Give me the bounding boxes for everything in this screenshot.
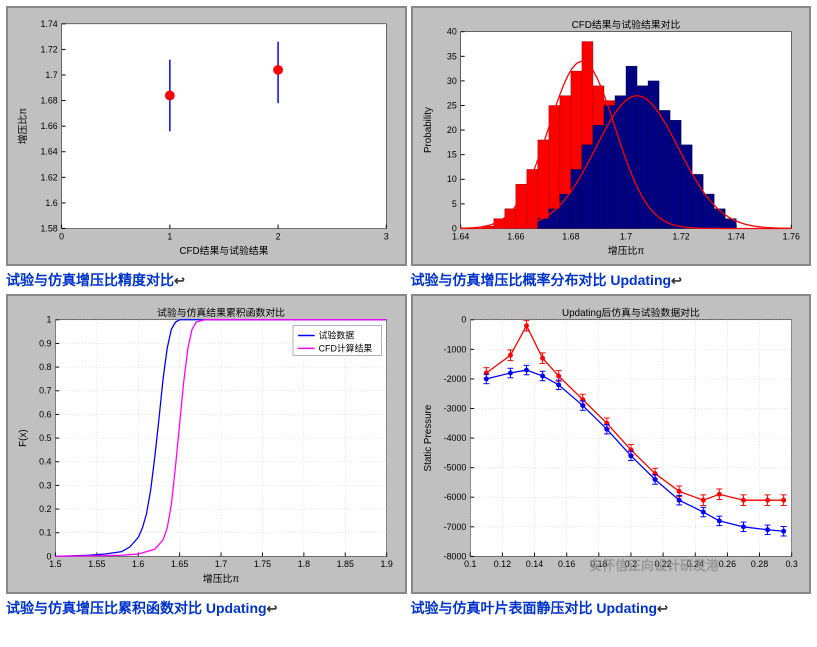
svg-text:-4000: -4000: [443, 433, 466, 443]
svg-text:30: 30: [446, 76, 456, 86]
cell-3: 1.51.551.61.651.71.751.81.851.900.10.20.…: [6, 294, 407, 618]
svg-text:CFD结果与试验结果: CFD结果与试验结果: [179, 244, 268, 257]
caption-4: 试验与仿真叶片表面静压对比 Updating↩: [411, 598, 812, 618]
watermark: 安怀信正向设计研发港: [589, 555, 719, 574]
svg-text:增压比π: 增压比π: [16, 108, 29, 144]
chart-3: 1.51.551.61.651.71.751.81.851.900.10.20.…: [6, 294, 407, 594]
svg-text:3: 3: [384, 231, 389, 241]
svg-text:-3000: -3000: [443, 403, 466, 413]
svg-text:35: 35: [446, 51, 456, 61]
svg-text:试验与仿真结果累积函数对比: 试验与仿真结果累积函数对比: [157, 306, 285, 319]
svg-text:1: 1: [167, 231, 172, 241]
svg-text:0.7: 0.7: [39, 386, 51, 396]
svg-text:15: 15: [446, 150, 456, 160]
chart-2: 1.641.661.681.71.721.741.760510152025303…: [411, 6, 812, 266]
svg-text:-1000: -1000: [443, 344, 466, 354]
svg-text:2: 2: [276, 231, 281, 241]
svg-text:增压比π: 增压比π: [607, 244, 643, 257]
svg-text:0.3: 0.3: [39, 480, 51, 490]
svg-text:F(x): F(x): [18, 429, 29, 447]
svg-text:-5000: -5000: [443, 463, 466, 473]
svg-text:-7000: -7000: [443, 522, 466, 532]
svg-text:1.6: 1.6: [132, 559, 144, 569]
cell-1: 0 1 2 3 1.58 1.6 1.62 1.64 1.66 1.68 1.7 1.72 1.74 CF…: [6, 6, 407, 290]
svg-text:0.2: 0.2: [39, 504, 51, 514]
chart-grid: 0 1 2 3 1.58 1.6 1.62 1.64 1.66 1.68 1.7 1.72 1.74 CF…: [6, 6, 811, 618]
caption-4-text: 试验与仿真叶片表面静压对比: [411, 600, 597, 616]
svg-text:1.55: 1.55: [88, 559, 105, 569]
svg-text:0.26: 0.26: [718, 559, 735, 569]
svg-text:增压比π: 增压比π: [203, 572, 240, 585]
svg-text:1.6: 1.6: [45, 198, 57, 208]
svg-text:0.14: 0.14: [525, 559, 542, 569]
svg-text:1.72: 1.72: [40, 44, 57, 54]
svg-text:1.9: 1.9: [381, 559, 393, 569]
svg-text:1.64: 1.64: [40, 147, 57, 157]
svg-text:0: 0: [461, 315, 466, 325]
svg-text:-6000: -6000: [443, 492, 466, 502]
caption-1-text: 试验与仿真增压比精度对比: [6, 272, 174, 288]
caption-2-upd: Updating: [610, 272, 671, 288]
svg-text:0.1: 0.1: [39, 528, 51, 538]
svg-text:1.74: 1.74: [727, 231, 744, 241]
svg-text:0.8: 0.8: [39, 362, 51, 372]
svg-text:0.5: 0.5: [39, 433, 51, 443]
svg-text:1.7: 1.7: [215, 559, 227, 569]
svg-text:1.76: 1.76: [782, 231, 799, 241]
svg-text:1.68: 1.68: [40, 96, 57, 106]
svg-text:0: 0: [451, 223, 456, 233]
svg-text:5: 5: [451, 199, 456, 209]
svg-text:0.3: 0.3: [785, 559, 797, 569]
svg-text:0.16: 0.16: [558, 559, 575, 569]
svg-text:0.12: 0.12: [493, 559, 510, 569]
svg-text:1.68: 1.68: [562, 231, 579, 241]
svg-text:0.9: 0.9: [39, 338, 51, 348]
caption-3-text: 试验与仿真增压比累积函数对比: [6, 600, 206, 616]
caption-2: 试验与仿真增压比概率分布对比 Updating↩: [411, 270, 812, 290]
svg-text:0.4: 0.4: [39, 457, 51, 467]
svg-text:试验数据: 试验数据: [319, 330, 355, 341]
svg-text:0.6: 0.6: [39, 409, 51, 419]
svg-text:1.66: 1.66: [40, 121, 57, 131]
svg-text:10: 10: [446, 174, 456, 184]
caption-4-upd: Updating: [596, 600, 657, 616]
svg-text:0.28: 0.28: [750, 559, 767, 569]
cell-4: 0.10.120.140.160.180.20.220.240.260.280.…: [411, 294, 812, 618]
svg-text:1.65: 1.65: [171, 559, 188, 569]
svg-text:Probability: Probability: [423, 107, 434, 153]
svg-text:1.85: 1.85: [337, 559, 354, 569]
svg-text:CFD计算结果: CFD计算结果: [319, 342, 373, 353]
svg-text:0: 0: [47, 551, 52, 561]
cell-2: 1.641.661.681.71.721.741.760510152025303…: [411, 6, 812, 290]
svg-text:CFD结果与试验结果对比: CFD结果与试验结果对比: [571, 18, 680, 31]
svg-text:1.66: 1.66: [507, 231, 524, 241]
svg-text:1.75: 1.75: [254, 559, 271, 569]
svg-text:1.74: 1.74: [40, 19, 57, 29]
svg-text:Updating后仿真与试验数据对比: Updating后仿真与试验数据对比: [562, 306, 700, 319]
svg-text:0: 0: [59, 231, 64, 241]
caption-2-text: 试验与仿真增压比概率分布对比: [411, 272, 611, 288]
svg-text:1.62: 1.62: [40, 172, 57, 182]
svg-text:-2000: -2000: [443, 374, 466, 384]
caption-3: 试验与仿真增压比累积函数对比 Updating↩: [6, 598, 407, 618]
chart-1: 0 1 2 3 1.58 1.6 1.62 1.64 1.66 1.68 1.7 1.72 1.74 CF…: [6, 6, 407, 266]
svg-text:1.72: 1.72: [672, 231, 689, 241]
svg-text:-8000: -8000: [443, 551, 466, 561]
svg-text:1.7: 1.7: [619, 231, 631, 241]
svg-text:Static Pressure: Static Pressure: [422, 404, 433, 471]
svg-text:20: 20: [446, 125, 456, 135]
svg-text:25: 25: [446, 100, 456, 110]
svg-text:1: 1: [47, 315, 52, 325]
svg-text:1.8: 1.8: [298, 559, 310, 569]
caption-3-upd: Updating: [206, 600, 267, 616]
svg-text:40: 40: [446, 27, 456, 37]
caption-1: 试验与仿真增压比精度对比↩: [6, 270, 407, 290]
svg-text:1.7: 1.7: [45, 70, 57, 80]
svg-text:1.58: 1.58: [40, 223, 57, 233]
chart-4: 0.10.120.140.160.180.20.220.240.260.280.…: [411, 294, 812, 594]
